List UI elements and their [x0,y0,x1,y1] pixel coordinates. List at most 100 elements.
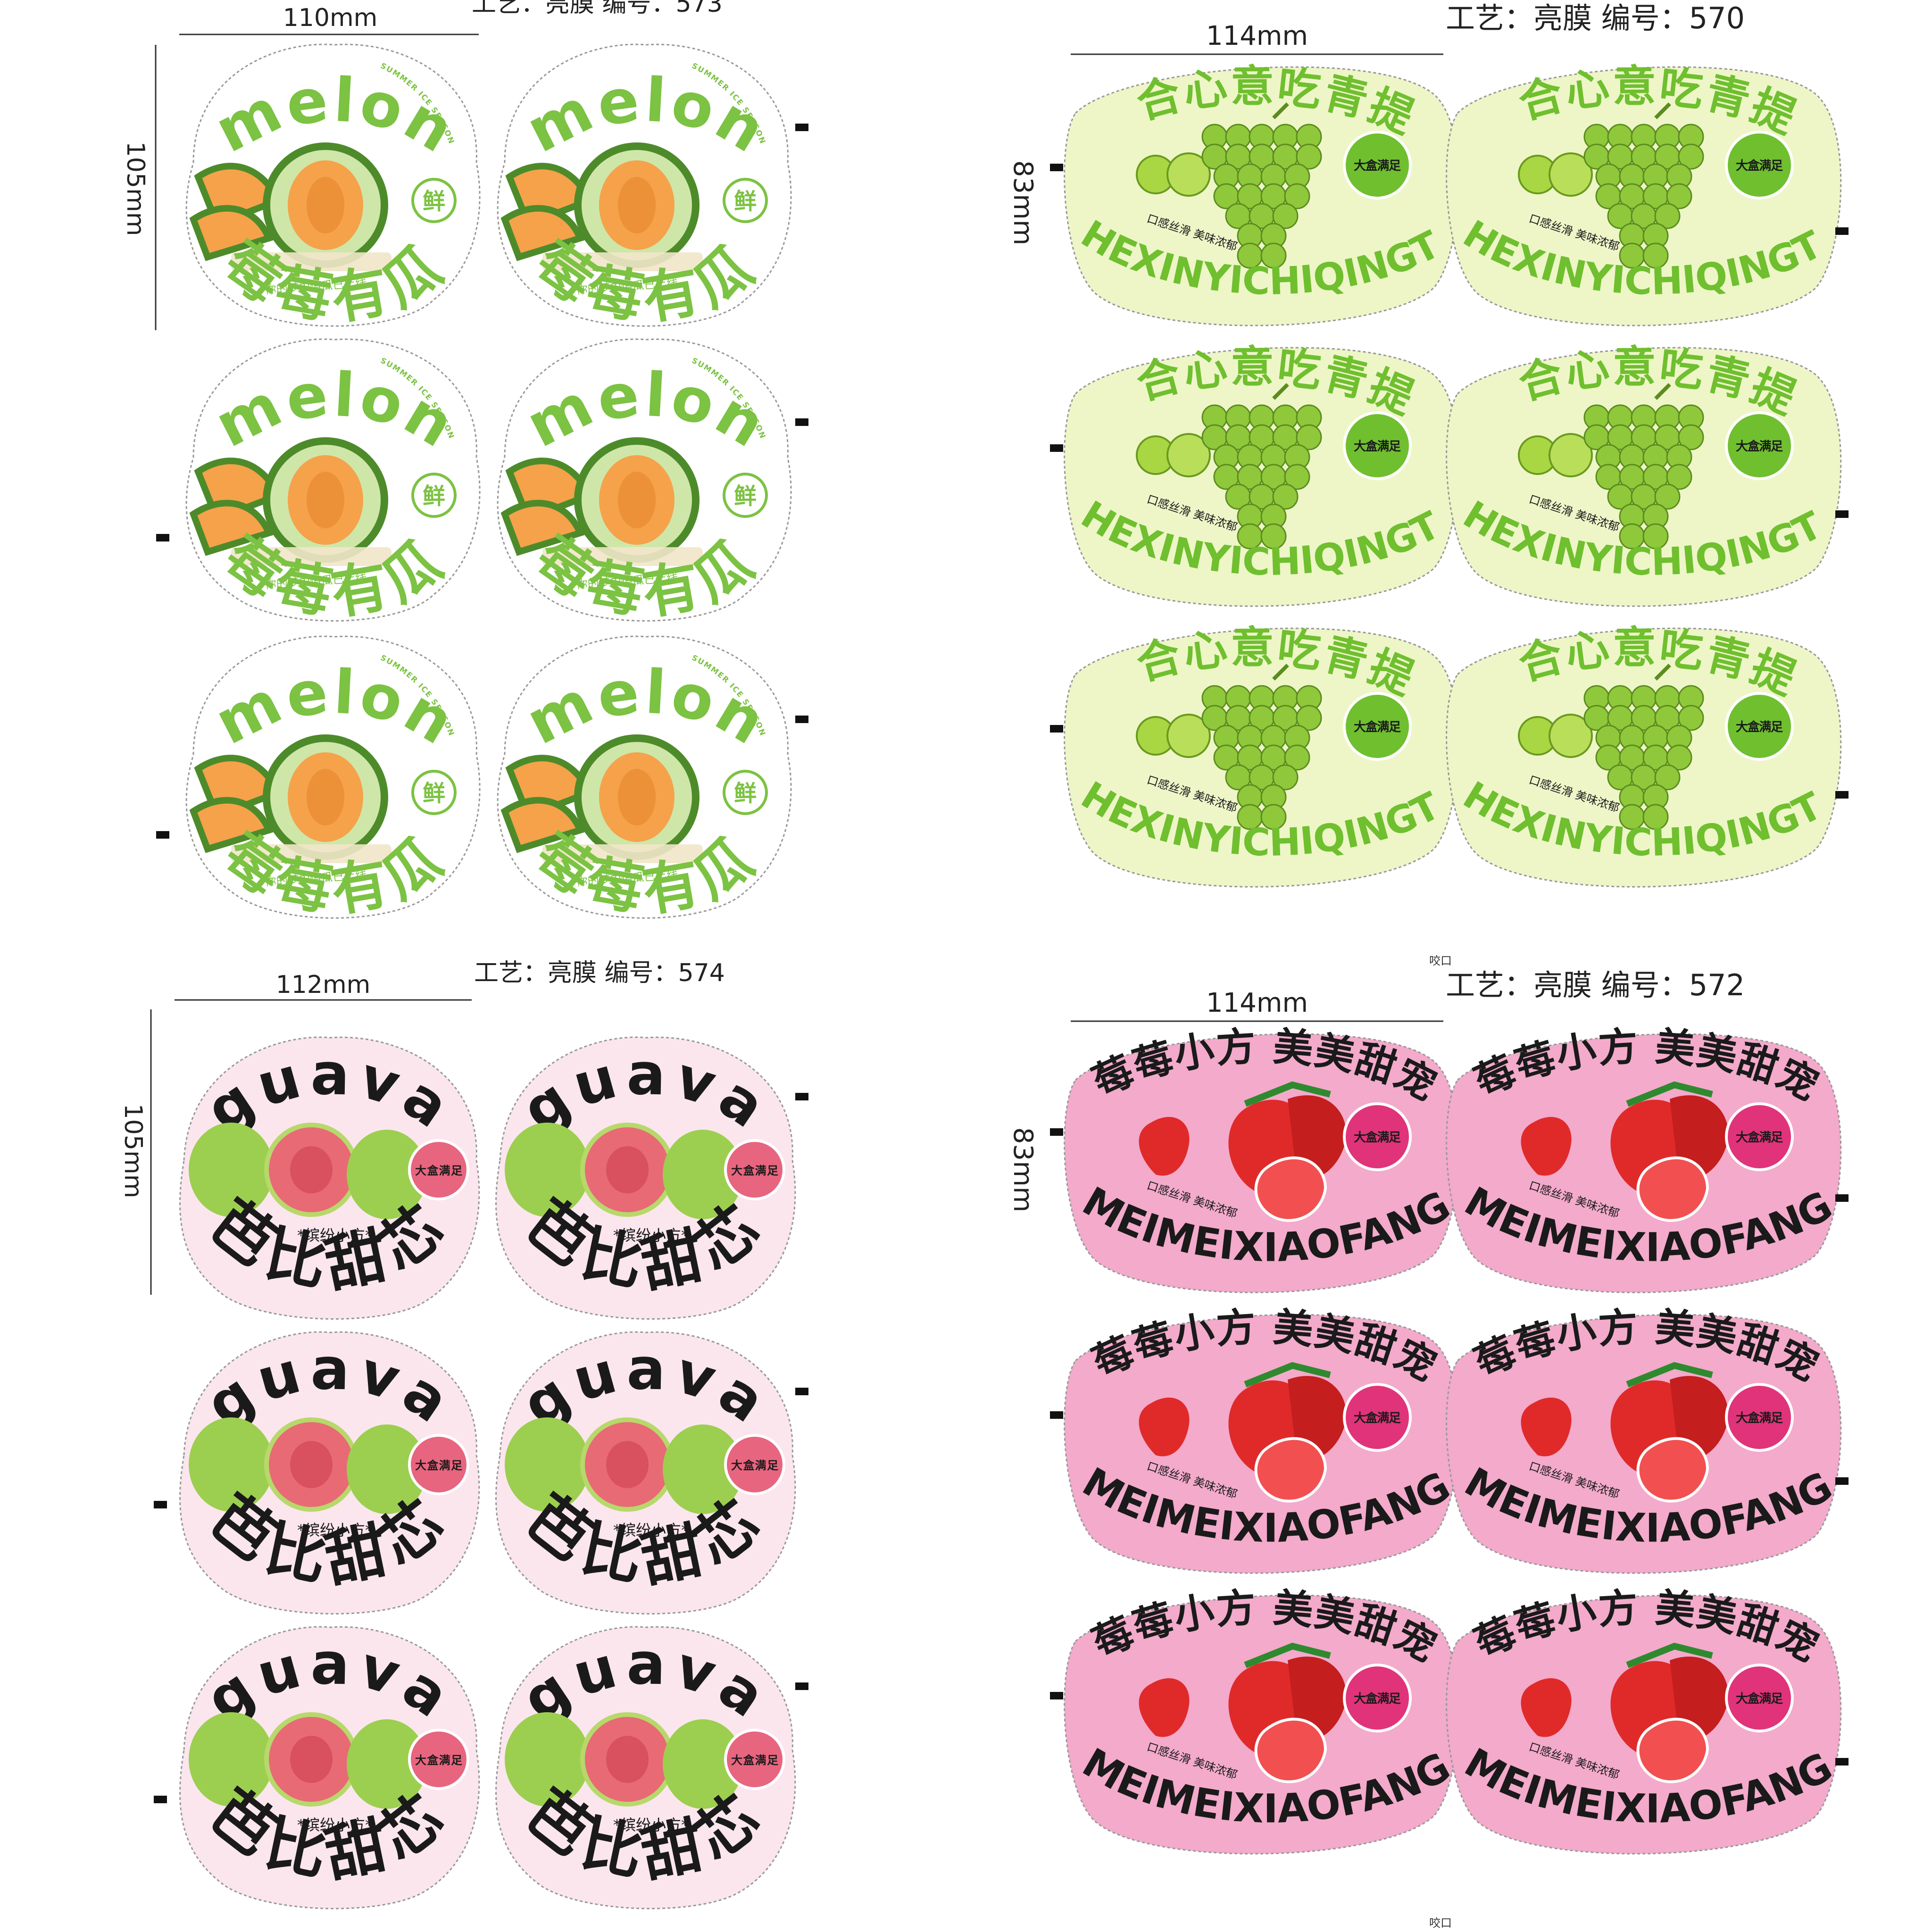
guava-tagline: *缤纷小方* [613,1521,689,1539]
sheet-header: 工艺：亮膜 编号：574 [474,959,725,987]
big-box-badge: 大盒满足 [408,1729,469,1790]
big-box-badge-text: 大盒满足 [1354,1411,1401,1425]
guava-illustration [505,1712,743,1809]
big-box-badge: 大盒满足 [1725,1664,1794,1732]
registration-marks [154,124,1849,1803]
strawberry-illustration [1521,1081,1728,1222]
registration-mark [795,1682,808,1690]
guava-tagline: *缤纷小方* [613,1816,689,1834]
registration-mark [795,1388,808,1395]
melon-slice-illustration [189,163,283,261]
label-grid: guava大盒满足*缤纷小方*芭比甜芯guava大盒满足*缤纷小方*芭比甜芯gu… [179,1036,796,1909]
big-box-badge-text: 大盒满足 [731,1754,778,1767]
registration-mark [1050,1692,1063,1699]
registration-mark [1835,510,1849,518]
strawberry-illustration [1521,1362,1728,1503]
big-box-badge-text: 大盒满足 [1354,1691,1401,1706]
height-dimension-label: 83mm [1008,160,1038,245]
sheet-header: 工艺：亮膜 编号：570 [1446,1,1745,35]
big-box-badge: 大盒满足 [724,1139,785,1200]
guava-tagline: *缤纷小方* [613,1226,689,1244]
guava-illustration [189,1123,427,1219]
registration-mark [156,831,169,839]
height-dimension-label: 105mm [121,142,150,236]
fresh-badge-text: 鲜 [734,780,757,807]
width-dimension-label: 112mm [276,971,371,999]
fresh-badge-text: 鲜 [423,188,445,215]
big-box-badge-text: 大盒满足 [1736,1411,1783,1425]
melon-slice-illustration [500,458,594,556]
registration-mark [1835,1758,1849,1765]
sheet-header: 工艺：亮膜 编号：573 [472,0,723,18]
fresh-badge: 鲜 [411,178,457,223]
registration-mark [156,534,169,541]
grape-illustration [1136,102,1322,269]
width-dimension-label: 114mm [1206,988,1308,1018]
big-box-badge-text: 大盒满足 [415,1164,462,1177]
guava-illustration [505,1123,743,1219]
grape-illustration [1518,383,1704,550]
guava-illustration [505,1417,743,1514]
big-box-badge: 大盒满足 [1725,131,1794,200]
fresh-badge: 鲜 [723,770,768,815]
big-box-badge: 大盒满足 [1343,1664,1412,1732]
big-box-badge: 大盒满足 [1343,1102,1412,1171]
big-box-badge-text: 大盒满足 [1736,1691,1783,1706]
registration-mark [1050,1411,1063,1419]
melon-half-illustration [574,142,700,268]
fresh-badge-text: 鲜 [423,483,445,509]
big-box-badge-text: 大盒满足 [415,1754,462,1767]
big-box-badge-text: 大盒满足 [1736,1130,1783,1145]
registration-mark [1835,1477,1849,1485]
fresh-badge-text: 鲜 [734,483,757,509]
melon-half-illustration [263,734,388,860]
registration-mark [1050,164,1063,171]
big-box-badge-text: 大盒满足 [1354,439,1401,454]
strawberry-illustration [1521,1642,1728,1783]
big-box-badge-text: 大盒满足 [1736,720,1783,734]
melon-slice-illustration [189,458,283,556]
big-box-badge: 大盒满足 [1725,692,1794,761]
big-box-badge: 大盒满足 [724,1729,785,1790]
big-box-badge-text: 大盒满足 [1354,720,1401,734]
big-box-badge-text: 大盒满足 [415,1459,462,1472]
fresh-badge: 鲜 [411,770,457,815]
big-box-badge: 大盒满足 [1343,131,1412,200]
sheet-header: 工艺：亮膜 编号：572 [1446,968,1745,1002]
registration-mark [1050,725,1063,733]
registration-mark [795,1093,808,1100]
width-dimension-label: 114mm [1206,21,1308,51]
registration-mark [1050,1128,1063,1136]
big-box-badge: 大盒满足 [1725,1102,1794,1171]
registration-mark [795,418,808,426]
big-box-badge: 大盒满足 [408,1139,469,1200]
grape-illustration [1136,664,1322,830]
grape-illustration [1518,102,1704,269]
fresh-badge: 鲜 [411,473,457,518]
height-dimension-label: 105mm [119,1104,147,1199]
big-box-badge-text: 大盒满足 [731,1459,778,1472]
melon-half-illustration [263,437,388,563]
melon-half-illustration [574,437,700,563]
